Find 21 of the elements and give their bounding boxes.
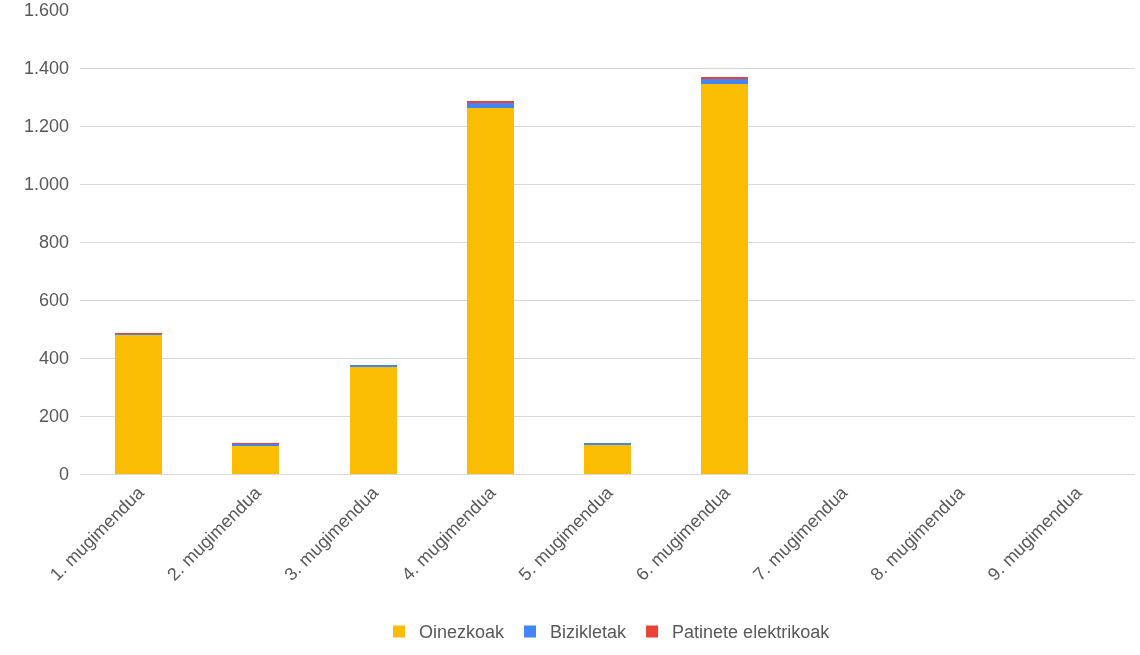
y-tick-label: 1.000 — [23, 174, 69, 195]
y-tick-label: 1.400 — [23, 58, 69, 79]
y-tick-label: 0 — [58, 464, 69, 485]
y-tick-label: 1.200 — [23, 116, 69, 137]
legend-label: Patinete elektrikoak — [672, 622, 831, 643]
legend-label: Bizikletak — [550, 622, 628, 643]
bar — [349, 366, 397, 474]
bar — [701, 83, 749, 474]
bar — [115, 334, 163, 474]
bar — [701, 76, 749, 79]
y-tick-label: 400 — [38, 348, 69, 369]
bar — [466, 108, 514, 474]
y-tick-label: 800 — [38, 232, 69, 253]
bar — [584, 444, 631, 474]
bar — [701, 78, 749, 84]
y-tick-label: 1.600 — [23, 0, 69, 21]
bar — [232, 445, 280, 474]
y-tick-label: 200 — [38, 406, 69, 427]
legend-label: Oinezkoak — [419, 622, 506, 643]
bar — [349, 364, 397, 367]
y-tick-label: 600 — [38, 290, 69, 311]
